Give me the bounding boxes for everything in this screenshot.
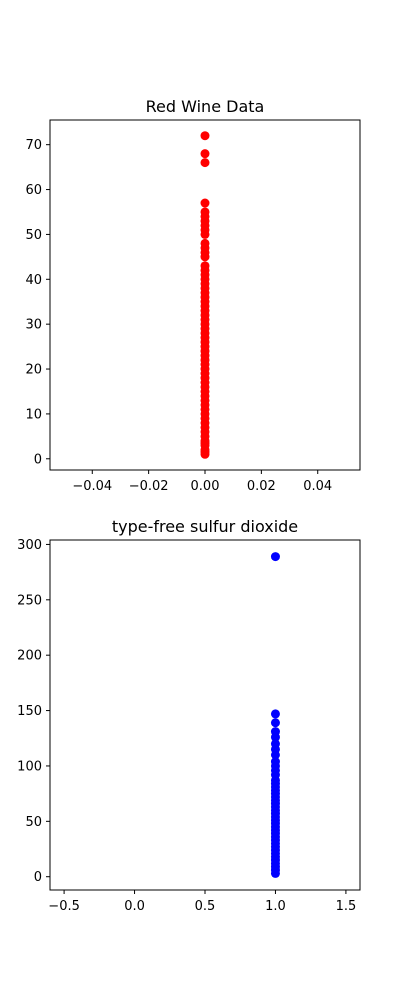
data-point — [200, 207, 210, 217]
data-point — [200, 198, 210, 208]
data-point — [270, 757, 280, 767]
y-tick-label: 150 — [17, 704, 42, 719]
x-tick-label: 0.00 — [191, 479, 220, 494]
x-tick-label: 0.04 — [303, 479, 332, 494]
y-tick-label: 200 — [17, 649, 42, 664]
x-tick-label: 0.0 — [124, 899, 145, 914]
plot-frame — [49, 539, 361, 891]
data-points — [200, 131, 210, 459]
data-point — [270, 552, 280, 562]
data-point — [200, 238, 210, 248]
x-axis: −0.5 0.0 0.5 1.0 1.5 — [48, 890, 356, 914]
data-point — [200, 149, 210, 159]
y-tick-label: 20 — [25, 363, 42, 378]
y-tick-label: 100 — [17, 759, 42, 774]
x-axis: −0.04 −0.02 0.00 0.02 0.04 — [72, 470, 332, 494]
data-point — [200, 438, 210, 448]
y-tick-label: 30 — [25, 318, 42, 333]
y-tick-label: 250 — [17, 593, 42, 608]
data-point — [200, 447, 210, 457]
data-point — [200, 131, 210, 141]
chart-title: type-free sulfur dioxide — [112, 517, 298, 536]
y-tick-label: 300 — [17, 538, 42, 553]
x-tick-label: 1.5 — [336, 899, 357, 914]
data-point — [270, 727, 280, 737]
x-tick-label: 1.0 — [265, 899, 286, 914]
y-axis: 0 50 100 150 200 250 300 — [17, 538, 50, 885]
y-tick-label: 70 — [25, 138, 42, 153]
data-point — [200, 261, 210, 271]
data-point — [270, 709, 280, 719]
y-tick-label: 50 — [25, 815, 42, 830]
x-tick-label: −0.02 — [129, 479, 169, 494]
data-point — [270, 739, 280, 749]
red-wine-scatter-chart: Red Wine Data −0.04 −0.02 0.00 0.02 0.04 0 10… — [25, 97, 361, 494]
x-tick-label: 0.02 — [247, 479, 276, 494]
data-points — [270, 552, 280, 878]
y-tick-label: 50 — [25, 228, 42, 243]
y-tick-label: 0 — [34, 452, 42, 467]
y-tick-label: 60 — [25, 183, 42, 198]
x-tick-label: −0.04 — [72, 479, 112, 494]
x-tick-label: −0.5 — [48, 899, 80, 914]
chart-title: Red Wine Data — [146, 97, 265, 116]
data-point — [200, 158, 210, 168]
y-axis: 0 10 20 30 40 50 60 70 — [25, 138, 50, 467]
y-tick-label: 10 — [25, 407, 42, 422]
y-tick-label: 0 — [34, 870, 42, 885]
free-sulfur-dioxide-scatter-chart: type-free sulfur dioxide −0.5 0.0 0.5 1.0 1.… — [17, 517, 361, 914]
data-point — [270, 718, 280, 728]
y-tick-label: 40 — [25, 273, 42, 288]
x-tick-label: 0.5 — [195, 899, 216, 914]
